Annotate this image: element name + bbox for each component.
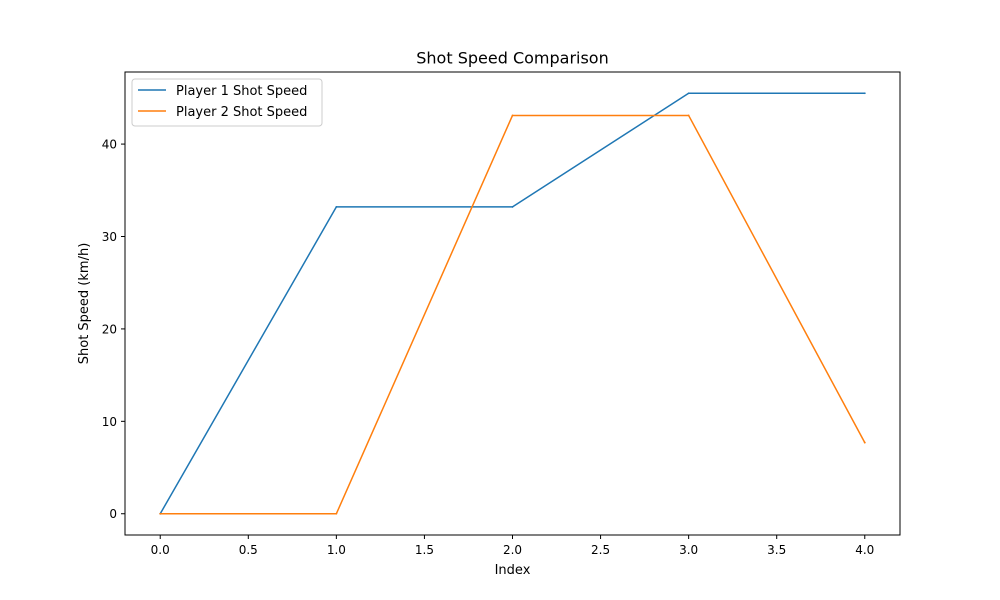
x-tick-label: 3.0 [679, 543, 698, 557]
x-tick-label: 2.5 [591, 543, 610, 557]
y-tick-label: 20 [102, 322, 117, 336]
chart-title: Shot Speed Comparison [416, 49, 608, 68]
series-layer [159, 92, 866, 515]
legend-label-player-1: Player 1 Shot Speed [176, 84, 307, 99]
data-point-player-1 [863, 92, 866, 95]
data-point-player-2 [863, 441, 866, 444]
x-axis-label: Index [495, 563, 531, 578]
y-axis-label: Shot Speed (km/h) [77, 243, 92, 365]
x-tick-label: 0.0 [151, 543, 170, 557]
legend-box [131, 78, 323, 127]
data-point-player-2 [159, 512, 162, 515]
x-tick-label: 0.5 [239, 543, 258, 557]
x-tick-label: 4.0 [855, 543, 874, 557]
data-point-player-1 [511, 206, 514, 208]
y-axis-ticks: 0 10 20 30 40 [102, 138, 125, 521]
y-tick-label: 30 [102, 230, 117, 244]
x-axis-ticks: 0.0 0.5 1.0 1.5 2.0 2.5 3.0 3.5 4.0 [151, 535, 874, 557]
x-tick-label: 1.0 [327, 543, 346, 557]
legend-label-player-2: Player 2 Shot Speed [176, 105, 307, 120]
y-tick-label: 40 [102, 138, 117, 152]
data-point-player-2 [687, 114, 690, 117]
data-point-player-1 [335, 206, 338, 208]
y-tick-label: 10 [102, 415, 117, 429]
x-tick-label: 1.5 [415, 543, 434, 557]
x-tick-label: 3.5 [767, 543, 786, 557]
x-tick-label: 2.0 [503, 543, 522, 557]
legend: Player 1 Shot Speed Player 2 Shot Speed [131, 78, 323, 127]
y-tick-label: 0 [109, 507, 117, 521]
data-point-player-2 [335, 512, 338, 515]
data-point-player-2 [511, 114, 514, 117]
data-point-player-1 [687, 92, 690, 95]
